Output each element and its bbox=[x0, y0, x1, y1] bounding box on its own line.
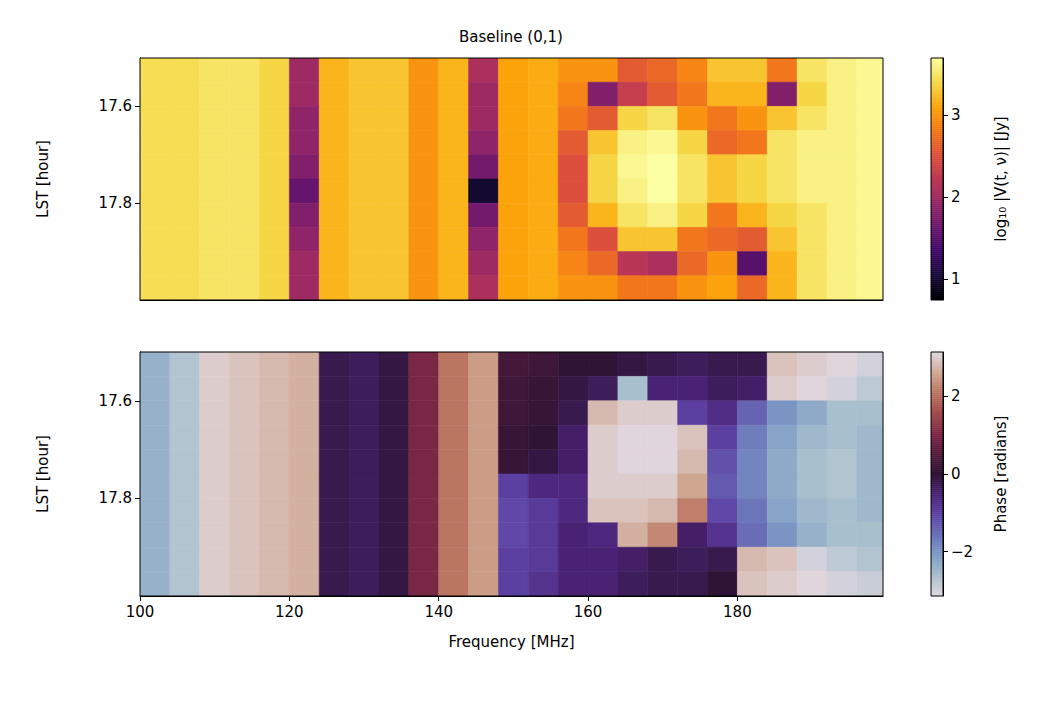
svg-text:17.8: 17.8 bbox=[99, 489, 132, 507]
svg-text:2: 2 bbox=[951, 387, 961, 405]
svg-text:Baseline (0,1): Baseline (0,1) bbox=[459, 28, 563, 46]
svg-text:−2: −2 bbox=[951, 543, 973, 561]
svg-text:0: 0 bbox=[951, 465, 961, 483]
svg-text:LST [hour]: LST [hour] bbox=[34, 435, 52, 513]
svg-text:LST [hour]: LST [hour] bbox=[34, 140, 52, 218]
svg-text:Frequency [MHz]: Frequency [MHz] bbox=[448, 633, 574, 651]
svg-text:180: 180 bbox=[723, 603, 752, 621]
svg-text:2: 2 bbox=[951, 188, 961, 206]
svg-text:3: 3 bbox=[951, 106, 961, 124]
svg-text:140: 140 bbox=[424, 603, 453, 621]
svg-text:Phase [radians]: Phase [radians] bbox=[992, 416, 1010, 533]
svg-text:17.6: 17.6 bbox=[99, 97, 132, 115]
svg-text:1: 1 bbox=[951, 270, 961, 288]
svg-text:160: 160 bbox=[574, 603, 603, 621]
svg-text:17.6: 17.6 bbox=[99, 392, 132, 410]
svg-text:log₁₀ |V(t, ν)| [Jy]: log₁₀ |V(t, ν)| [Jy] bbox=[992, 116, 1010, 241]
svg-text:17.8: 17.8 bbox=[99, 194, 132, 212]
svg-text:100: 100 bbox=[126, 603, 155, 621]
svg-text:120: 120 bbox=[275, 603, 304, 621]
